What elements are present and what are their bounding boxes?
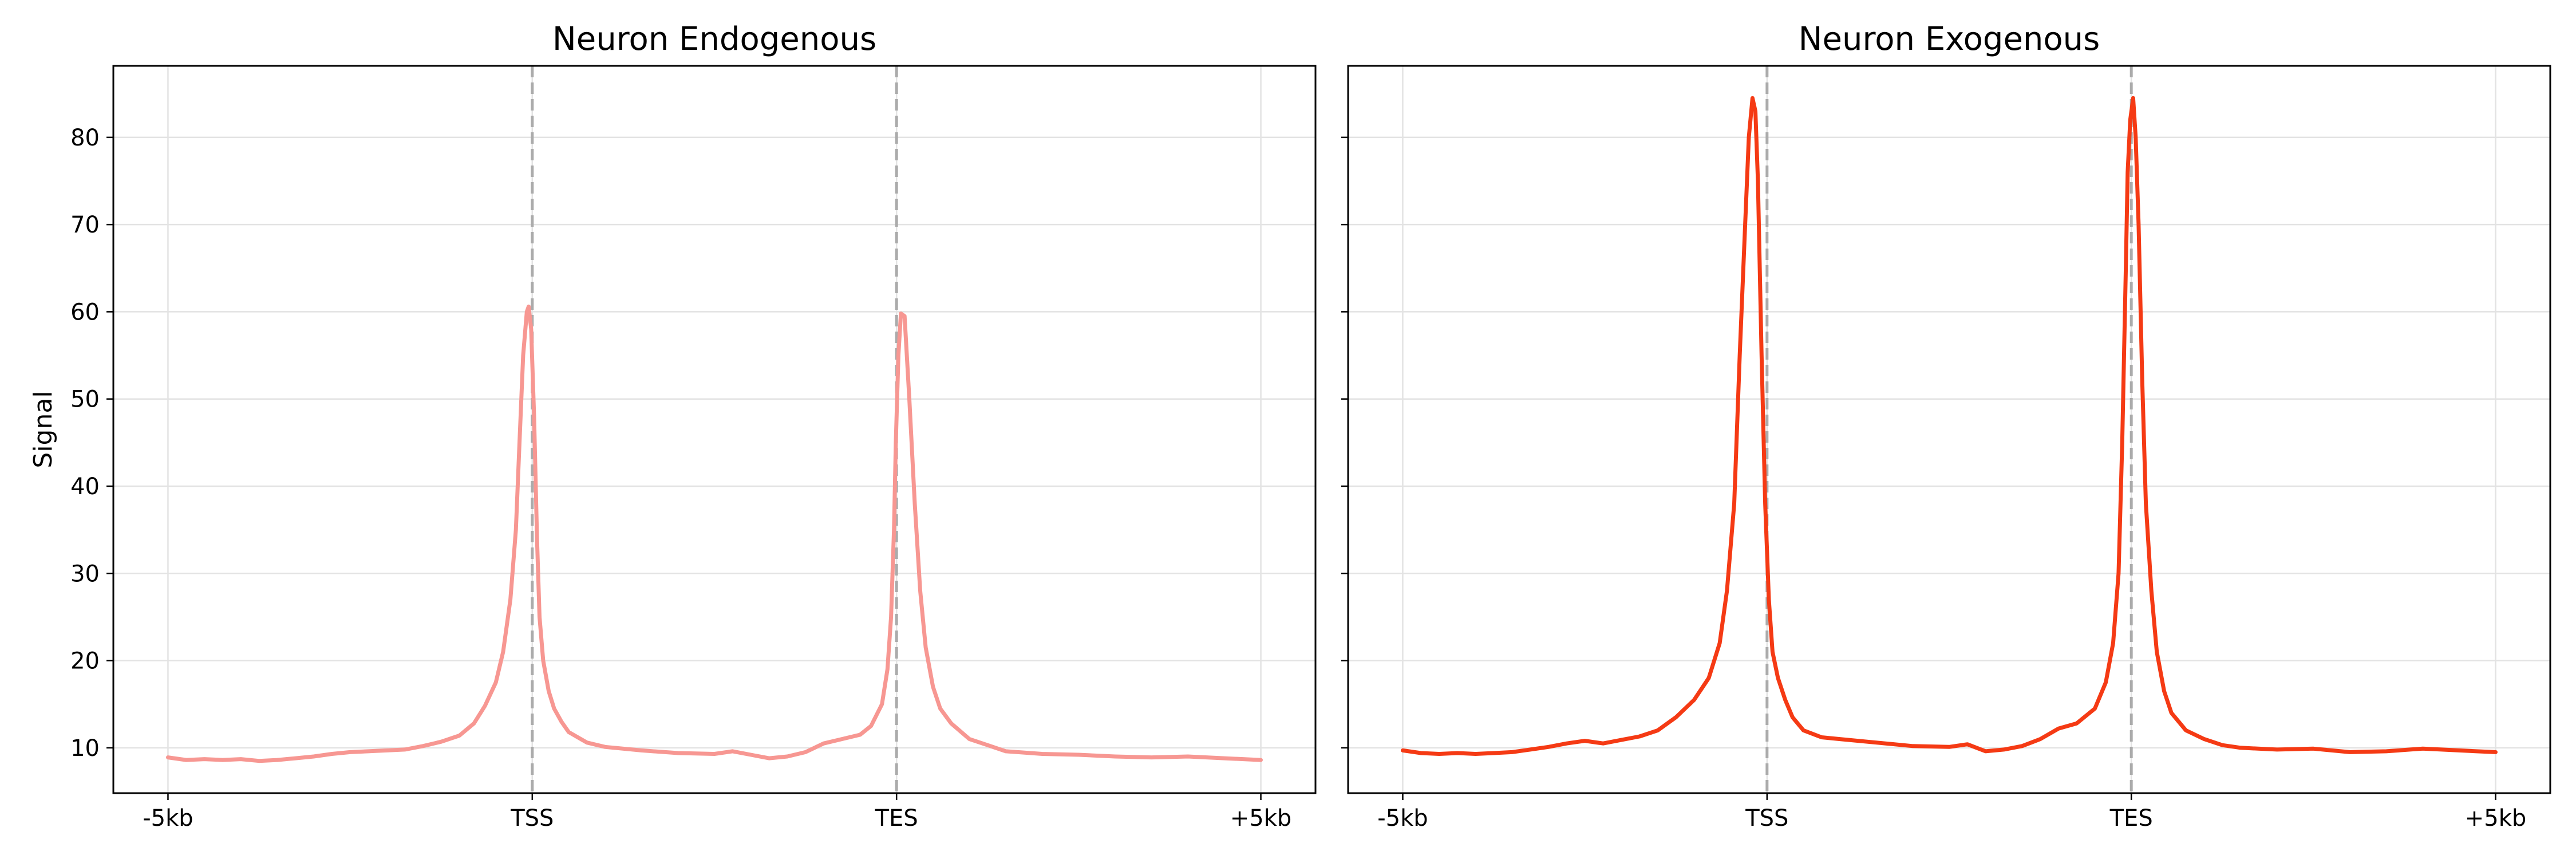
series-group — [1401, 96, 2498, 756]
reference-lines — [531, 66, 898, 793]
x-tick-label: TES — [875, 805, 918, 832]
axes-frame — [1347, 65, 2551, 794]
y-tick-label: 30 — [70, 561, 100, 587]
panel-neuron-exogenous: -5kb TSS TES +5kb Neuron Exogenous — [1341, 21, 2551, 832]
x-axis: -5kb TSS TES +5kb — [1377, 793, 2526, 832]
x-tick-label: -5kb — [143, 805, 193, 832]
x-tick-label: TES — [2109, 805, 2153, 832]
series-line — [1401, 96, 2498, 756]
y-tick-label: 80 — [70, 125, 100, 151]
panel-neuron-endogenous: -5kb TSS TES +5kb 10 20 30 40 50 60 70 80 Neuron E… — [29, 21, 1317, 832]
x-tick-label: TSS — [510, 805, 554, 832]
x-tick-label: +5kb — [2465, 805, 2527, 832]
series-group — [166, 304, 1263, 763]
y-tick-label: 50 — [70, 387, 100, 413]
y-axis — [1341, 136, 1348, 749]
chart-title: Neuron Endogenous — [552, 21, 876, 58]
x-tick-label: TSS — [1745, 805, 1788, 832]
axes-frame — [112, 65, 1317, 794]
chart-title: Neuron Exogenous — [1799, 21, 2100, 58]
y-tick-label: 60 — [70, 299, 100, 325]
y-tick-label: 10 — [70, 735, 100, 762]
reference-lines — [1765, 66, 2133, 793]
y-tick-label: 70 — [70, 212, 100, 238]
x-tick-label: -5kb — [1377, 805, 1428, 832]
x-axis: -5kb TSS TES +5kb — [143, 793, 1291, 832]
x-tick-label: +5kb — [1230, 805, 1292, 832]
y-axis-label: Signal — [29, 391, 58, 468]
y-tick-label: 20 — [70, 648, 100, 675]
y-tick-label: 40 — [70, 474, 100, 500]
y-axis: 10 20 30 40 50 60 70 80 — [70, 125, 113, 762]
series-line — [166, 304, 1263, 763]
